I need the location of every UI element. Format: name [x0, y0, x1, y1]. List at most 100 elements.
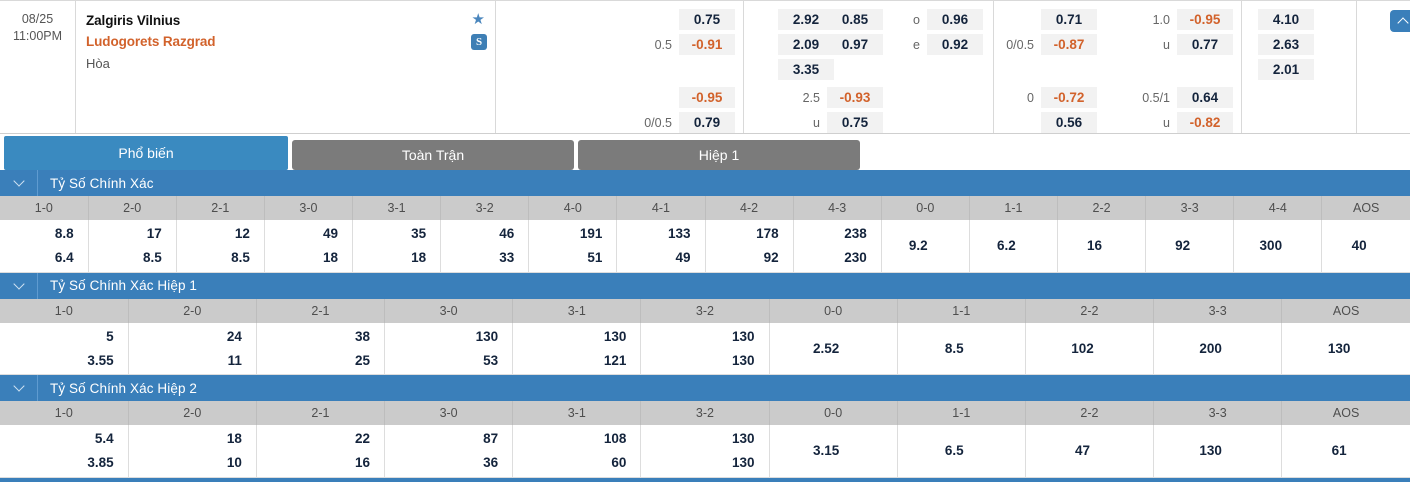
- odds-value[interactable]: 18: [411, 250, 427, 266]
- odds-pair: 17 8.5: [89, 226, 162, 265]
- odds-value[interactable]: 9.2: [908, 238, 928, 254]
- chevron-down-icon[interactable]: [0, 170, 38, 196]
- special-badge[interactable]: S: [471, 34, 487, 50]
- odds-value[interactable]: 51: [587, 250, 603, 266]
- odds-value[interactable]: -0.82: [1177, 112, 1233, 133]
- odds-value[interactable]: 0.75: [827, 112, 883, 133]
- odds-value[interactable]: 0.71: [1041, 9, 1097, 30]
- odds-value[interactable]: -0.95: [679, 87, 735, 108]
- odds-value[interactable]: 130: [732, 431, 755, 447]
- odds-value[interactable]: 130: [1199, 443, 1222, 459]
- odds-value[interactable]: -0.91: [679, 34, 735, 55]
- odds-value[interactable]: 2.92: [778, 9, 834, 30]
- odds-value[interactable]: 130: [1327, 340, 1351, 356]
- odds-value[interactable]: 108: [603, 431, 627, 447]
- odds-value[interactable]: 0.85: [827, 9, 883, 30]
- odds-value[interactable]: 5: [106, 328, 114, 344]
- odds-value[interactable]: 2.52: [812, 340, 840, 356]
- odds-value[interactable]: 300: [1259, 238, 1283, 254]
- odds-value[interactable]: 130: [475, 328, 499, 344]
- odds-value[interactable]: 25: [354, 352, 371, 368]
- odds-value[interactable]: 40: [1351, 238, 1367, 254]
- odds-value[interactable]: 8.5: [142, 250, 162, 266]
- odds-value[interactable]: 133: [667, 226, 691, 242]
- section-header[interactable]: Tỷ Số Chính Xác Hiệp 1: [0, 272, 1410, 299]
- odds-value[interactable]: -0.93: [827, 87, 883, 108]
- odds-value[interactable]: 130: [603, 328, 627, 344]
- odds-value[interactable]: 11: [227, 352, 242, 368]
- odds-value[interactable]: 0.77: [1177, 34, 1233, 55]
- odds-value[interactable]: 121: [603, 352, 627, 368]
- odds-value[interactable]: -0.95: [1177, 9, 1233, 30]
- odds-value[interactable]: 49: [675, 250, 691, 266]
- odds-value[interactable]: 130: [732, 328, 755, 344]
- odds-value[interactable]: 6.2: [997, 238, 1016, 254]
- chevron-down-icon[interactable]: [0, 375, 38, 401]
- odds-value[interactable]: 0.79: [679, 112, 735, 133]
- odds-value[interactable]: 130: [732, 455, 755, 471]
- odds-value[interactable]: 8.5: [231, 250, 250, 266]
- odds-value[interactable]: 60: [611, 455, 627, 471]
- section-header[interactable]: Tỷ Số Chính Xác: [0, 170, 1410, 196]
- odds-value[interactable]: 49: [322, 226, 338, 242]
- odds-value[interactable]: 92: [1175, 238, 1191, 254]
- odds-value[interactable]: 6.4: [54, 250, 74, 266]
- tab-popular[interactable]: Phổ biến: [4, 136, 288, 170]
- odds-value[interactable]: 38: [354, 328, 371, 344]
- odds-value[interactable]: 238: [844, 226, 867, 242]
- odds-value[interactable]: -0.87: [1041, 34, 1097, 55]
- odds-value[interactable]: 200: [1199, 340, 1222, 356]
- odds-value[interactable]: 12: [234, 226, 250, 242]
- odds-value[interactable]: 230: [844, 250, 867, 266]
- odds-value[interactable]: 3.85: [87, 455, 114, 471]
- odds-value[interactable]: 2.01: [1258, 59, 1314, 80]
- odds-value[interactable]: 3.55: [87, 352, 114, 368]
- odds-value[interactable]: 0.97: [827, 34, 883, 55]
- odds-value[interactable]: 10: [226, 455, 242, 471]
- odds-value[interactable]: 61: [1331, 443, 1347, 459]
- odds-value[interactable]: 130: [732, 352, 755, 368]
- odds-value[interactable]: 16: [354, 455, 371, 471]
- section-header[interactable]: Tỷ Số Chính Xác Hiệp 2: [0, 375, 1410, 401]
- odds-value[interactable]: 0.64: [1177, 87, 1233, 108]
- odds-value[interactable]: 6.5: [944, 443, 964, 459]
- odds-value[interactable]: 47: [1074, 443, 1090, 459]
- odds-value[interactable]: 87: [483, 431, 499, 447]
- odds-value[interactable]: 35: [411, 226, 427, 242]
- tab-first-half[interactable]: Hiệp 1: [578, 140, 860, 170]
- odds-value[interactable]: 4.10: [1258, 9, 1314, 30]
- star-icon[interactable]: ★: [471, 11, 485, 28]
- odds-value[interactable]: 0.75: [679, 9, 735, 30]
- odds-value[interactable]: 0.96: [927, 9, 983, 30]
- odds-value[interactable]: 3.15: [812, 443, 840, 459]
- odds-value[interactable]: 0.92: [927, 34, 983, 55]
- odds-value[interactable]: 3.35: [778, 59, 834, 80]
- odds-value[interactable]: 102: [1071, 340, 1094, 356]
- odds-value[interactable]: 22: [354, 431, 371, 447]
- handicap-label: 0.5/1: [1142, 90, 1170, 105]
- collapse-count-badge[interactable]: 62: [1389, 10, 1410, 32]
- odds-value[interactable]: 46: [499, 226, 515, 242]
- odds-value[interactable]: 92: [763, 250, 779, 266]
- odds-value[interactable]: -0.72: [1041, 87, 1097, 108]
- odds-value[interactable]: 5.4: [94, 431, 114, 447]
- odds-value[interactable]: 0.56: [1041, 112, 1097, 133]
- odds-value[interactable]: 36: [483, 455, 499, 471]
- away-team-name[interactable]: Ludogorets Razgrad: [86, 34, 216, 49]
- odds-value[interactable]: 33: [499, 250, 515, 266]
- odds-value[interactable]: 8.8: [54, 226, 74, 242]
- tab-full-match[interactable]: Toàn Trận: [292, 140, 574, 170]
- chevron-down-icon[interactable]: [0, 272, 38, 299]
- odds-value[interactable]: 17: [146, 226, 162, 242]
- odds-value[interactable]: 178: [756, 226, 779, 242]
- odds-value[interactable]: 2.09: [778, 34, 834, 55]
- odds-value[interactable]: 16: [1087, 238, 1103, 254]
- odds-value[interactable]: 2.63: [1258, 34, 1314, 55]
- odds-value[interactable]: 18: [322, 250, 338, 266]
- odds-value[interactable]: 191: [579, 226, 603, 242]
- odds-value[interactable]: 53: [483, 352, 499, 368]
- odds-value[interactable]: 24: [226, 328, 242, 344]
- home-team-name[interactable]: Zalgiris Vilnius: [86, 13, 181, 28]
- odds-value[interactable]: 18: [226, 431, 242, 447]
- odds-value[interactable]: 8.5: [944, 340, 964, 356]
